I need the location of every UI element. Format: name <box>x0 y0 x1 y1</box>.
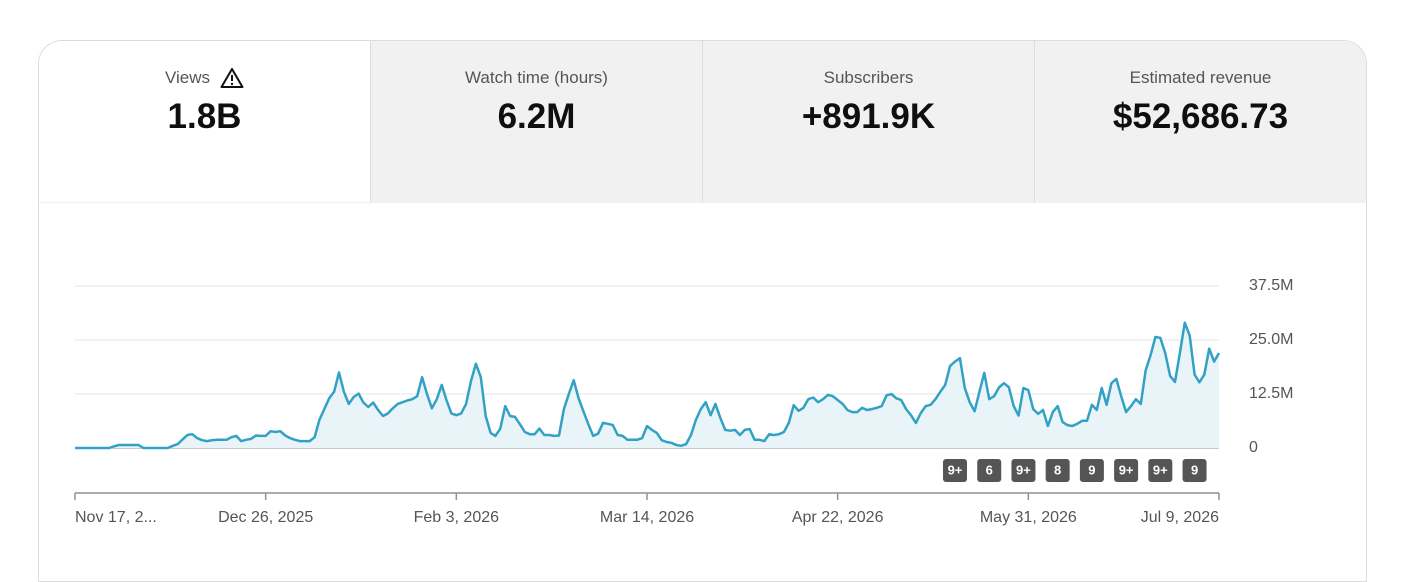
area <box>75 322 1219 448</box>
x-tick-label: Jul 9, 2026 <box>1141 509 1219 526</box>
annotation-label: 9+ <box>1153 462 1168 477</box>
annotation-badge <box>1148 459 1173 482</box>
tab-label: Views <box>164 68 211 87</box>
x-tick-label: Apr 22, 2026 <box>792 509 884 526</box>
metric-tab[interactable]: Subscribers +891.9K <box>702 41 1034 203</box>
tab-value: $52,686.73 <box>1112 97 1289 136</box>
tab-value: 1.8B <box>167 97 242 136</box>
chart: 0 12.5M 25.0M 37.5M 9+ 6 9+ 8 9 9+ 9+ 9 Nov 17, 2...… <box>74 277 1293 526</box>
annotation-badge <box>977 459 1002 482</box>
annotation-badge <box>1045 459 1070 482</box>
tab-label: Estimated revenue <box>1129 68 1272 87</box>
y-tick-label: 37.5M <box>1249 277 1293 294</box>
tab-value: 6.2M <box>497 97 576 136</box>
annotation-label: 9+ <box>1119 462 1134 477</box>
y-tick-label: 12.5M <box>1249 385 1293 402</box>
annotation-label: 9+ <box>1016 462 1031 477</box>
annotation-label: 9+ <box>948 462 963 477</box>
y-tick-label: 25.0M <box>1249 331 1293 348</box>
annotation-label: 6 <box>986 462 993 477</box>
y-tick-label: 0 <box>1249 439 1258 456</box>
metric-tab[interactable]: Watch time (hours) 6.2M <box>370 41 702 203</box>
x-tick-label: Nov 17, 2... <box>75 509 157 526</box>
x-tick-label: Dec 26, 2025 <box>218 509 313 526</box>
line <box>75 321 1221 450</box>
annotation-label: 8 <box>1054 462 1061 477</box>
tab-value: +891.9K <box>801 97 936 136</box>
annotation-badge <box>1011 459 1036 482</box>
page: Views 1.8B Watch time (hours) 6.2M Subsc… <box>38 40 1367 582</box>
annotation-label: 9 <box>1191 462 1198 477</box>
tab-label-row: Views <box>39 67 370 89</box>
annotation-badge <box>1114 459 1139 482</box>
x-tick-label: May 31, 2026 <box>980 509 1077 526</box>
x-tick-label: Mar 14, 2026 <box>600 509 694 526</box>
warning-icon[interactable] <box>220 67 244 89</box>
annotation-label: 9 <box>1088 462 1095 477</box>
tab-label: Watch time (hours) <box>465 68 608 87</box>
annotation-badge <box>1079 459 1104 482</box>
metric-tab[interactable]: Views 1.8B <box>39 41 370 203</box>
annotation-badge <box>943 459 967 482</box>
tab-label: Subscribers <box>823 68 914 87</box>
x-tick-label: Feb 3, 2026 <box>414 509 500 526</box>
analytics-card: Views 1.8B Watch time (hours) 6.2M Subsc… <box>38 40 1367 582</box>
metric-tabs: Views 1.8B Watch time (hours) 6.2M Subsc… <box>39 41 1366 203</box>
metric-tab[interactable]: Estimated revenue $52,686.73 <box>1034 41 1366 203</box>
annotation-badge <box>1182 459 1207 482</box>
